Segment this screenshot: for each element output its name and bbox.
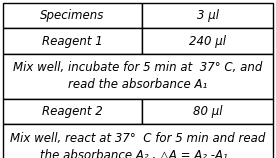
Bar: [3, 124, 273, 158]
Text: Reagent 2: Reagent 2: [42, 105, 103, 118]
Bar: [142, 28, 273, 54]
Text: Reagent 1: Reagent 1: [42, 35, 103, 48]
Bar: [3, 99, 142, 124]
Text: 3 μl: 3 μl: [197, 9, 219, 22]
Text: Specimens: Specimens: [40, 9, 105, 22]
Bar: [3, 54, 273, 99]
Bar: [142, 99, 273, 124]
Bar: [3, 28, 142, 54]
Bar: [3, 3, 142, 28]
Text: Mix well, react at 37°  C for 5 min and read
the absorbance A₂ , △A = A₂ -A₁ .: Mix well, react at 37° C for 5 min and r…: [10, 132, 266, 158]
Bar: [142, 3, 273, 28]
Text: 240 μl: 240 μl: [189, 35, 226, 48]
Text: 80 μl: 80 μl: [193, 105, 222, 118]
Text: Mix well, incubate for 5 min at  37° C, and
read the absorbance A₁: Mix well, incubate for 5 min at 37° C, a…: [13, 61, 263, 91]
